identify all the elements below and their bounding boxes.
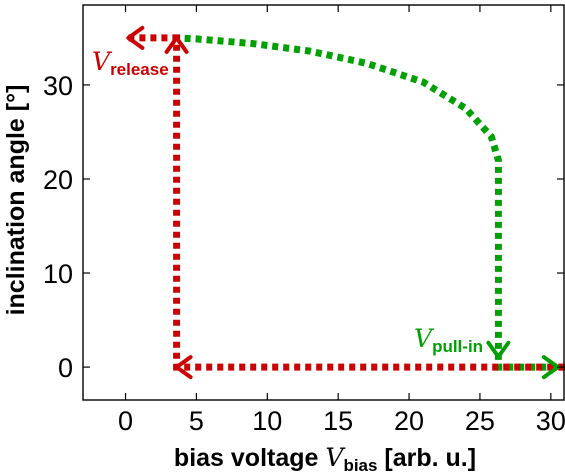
x-tick-label: 25 bbox=[465, 406, 495, 436]
arrow-pull-in-down-icon bbox=[486, 340, 511, 359]
y-axis-title: inclination angle [°] bbox=[2, 85, 30, 316]
annotation-v-pull-in: Vpull-in bbox=[414, 324, 483, 356]
x-tick-label: 15 bbox=[323, 406, 353, 436]
annotation-release-sub: release bbox=[110, 60, 169, 79]
x-tick-label: 5 bbox=[189, 406, 204, 436]
x-axis-title: bias voltage Vbias [arb. u.] bbox=[174, 443, 476, 473]
x-axis-title-sub: bias bbox=[343, 456, 377, 473]
x-tick-label: 30 bbox=[536, 406, 565, 436]
plot-frame bbox=[82, 4, 565, 401]
annotation-pullin-var: V bbox=[414, 324, 435, 353]
tick-layer: 0 5 10 15 20 25 30 0 10 20 30 bbox=[43, 5, 565, 436]
x-axis-title-prefix: bias voltage bbox=[174, 444, 325, 472]
arrow-layer bbox=[126, 25, 560, 380]
x-tick-label: 20 bbox=[394, 406, 424, 436]
annotation-v-release: Vrelease bbox=[92, 47, 169, 79]
y-tick-label: 30 bbox=[43, 71, 73, 101]
y-tick-label: 0 bbox=[58, 353, 73, 383]
y-tick-label: 10 bbox=[43, 259, 73, 289]
series-pull-in-path bbox=[174, 34, 565, 371]
arrow-bottom-left-icon bbox=[174, 355, 193, 380]
annotation-release-var: V bbox=[92, 47, 113, 76]
x-tick-label: 10 bbox=[252, 406, 282, 436]
arrow-release-left-icon bbox=[126, 25, 145, 50]
series-layer bbox=[128, 34, 565, 371]
arrow-release-up-icon bbox=[164, 35, 189, 54]
annotation-pullin-sub: pull-in bbox=[432, 337, 483, 356]
y-tick-label: 20 bbox=[43, 165, 73, 195]
x-axis-title-suffix: [arb. u.] bbox=[377, 444, 476, 472]
x-tick-label: 0 bbox=[118, 406, 133, 436]
series-release-path bbox=[128, 34, 565, 371]
x-axis-title-var: V bbox=[325, 443, 346, 472]
